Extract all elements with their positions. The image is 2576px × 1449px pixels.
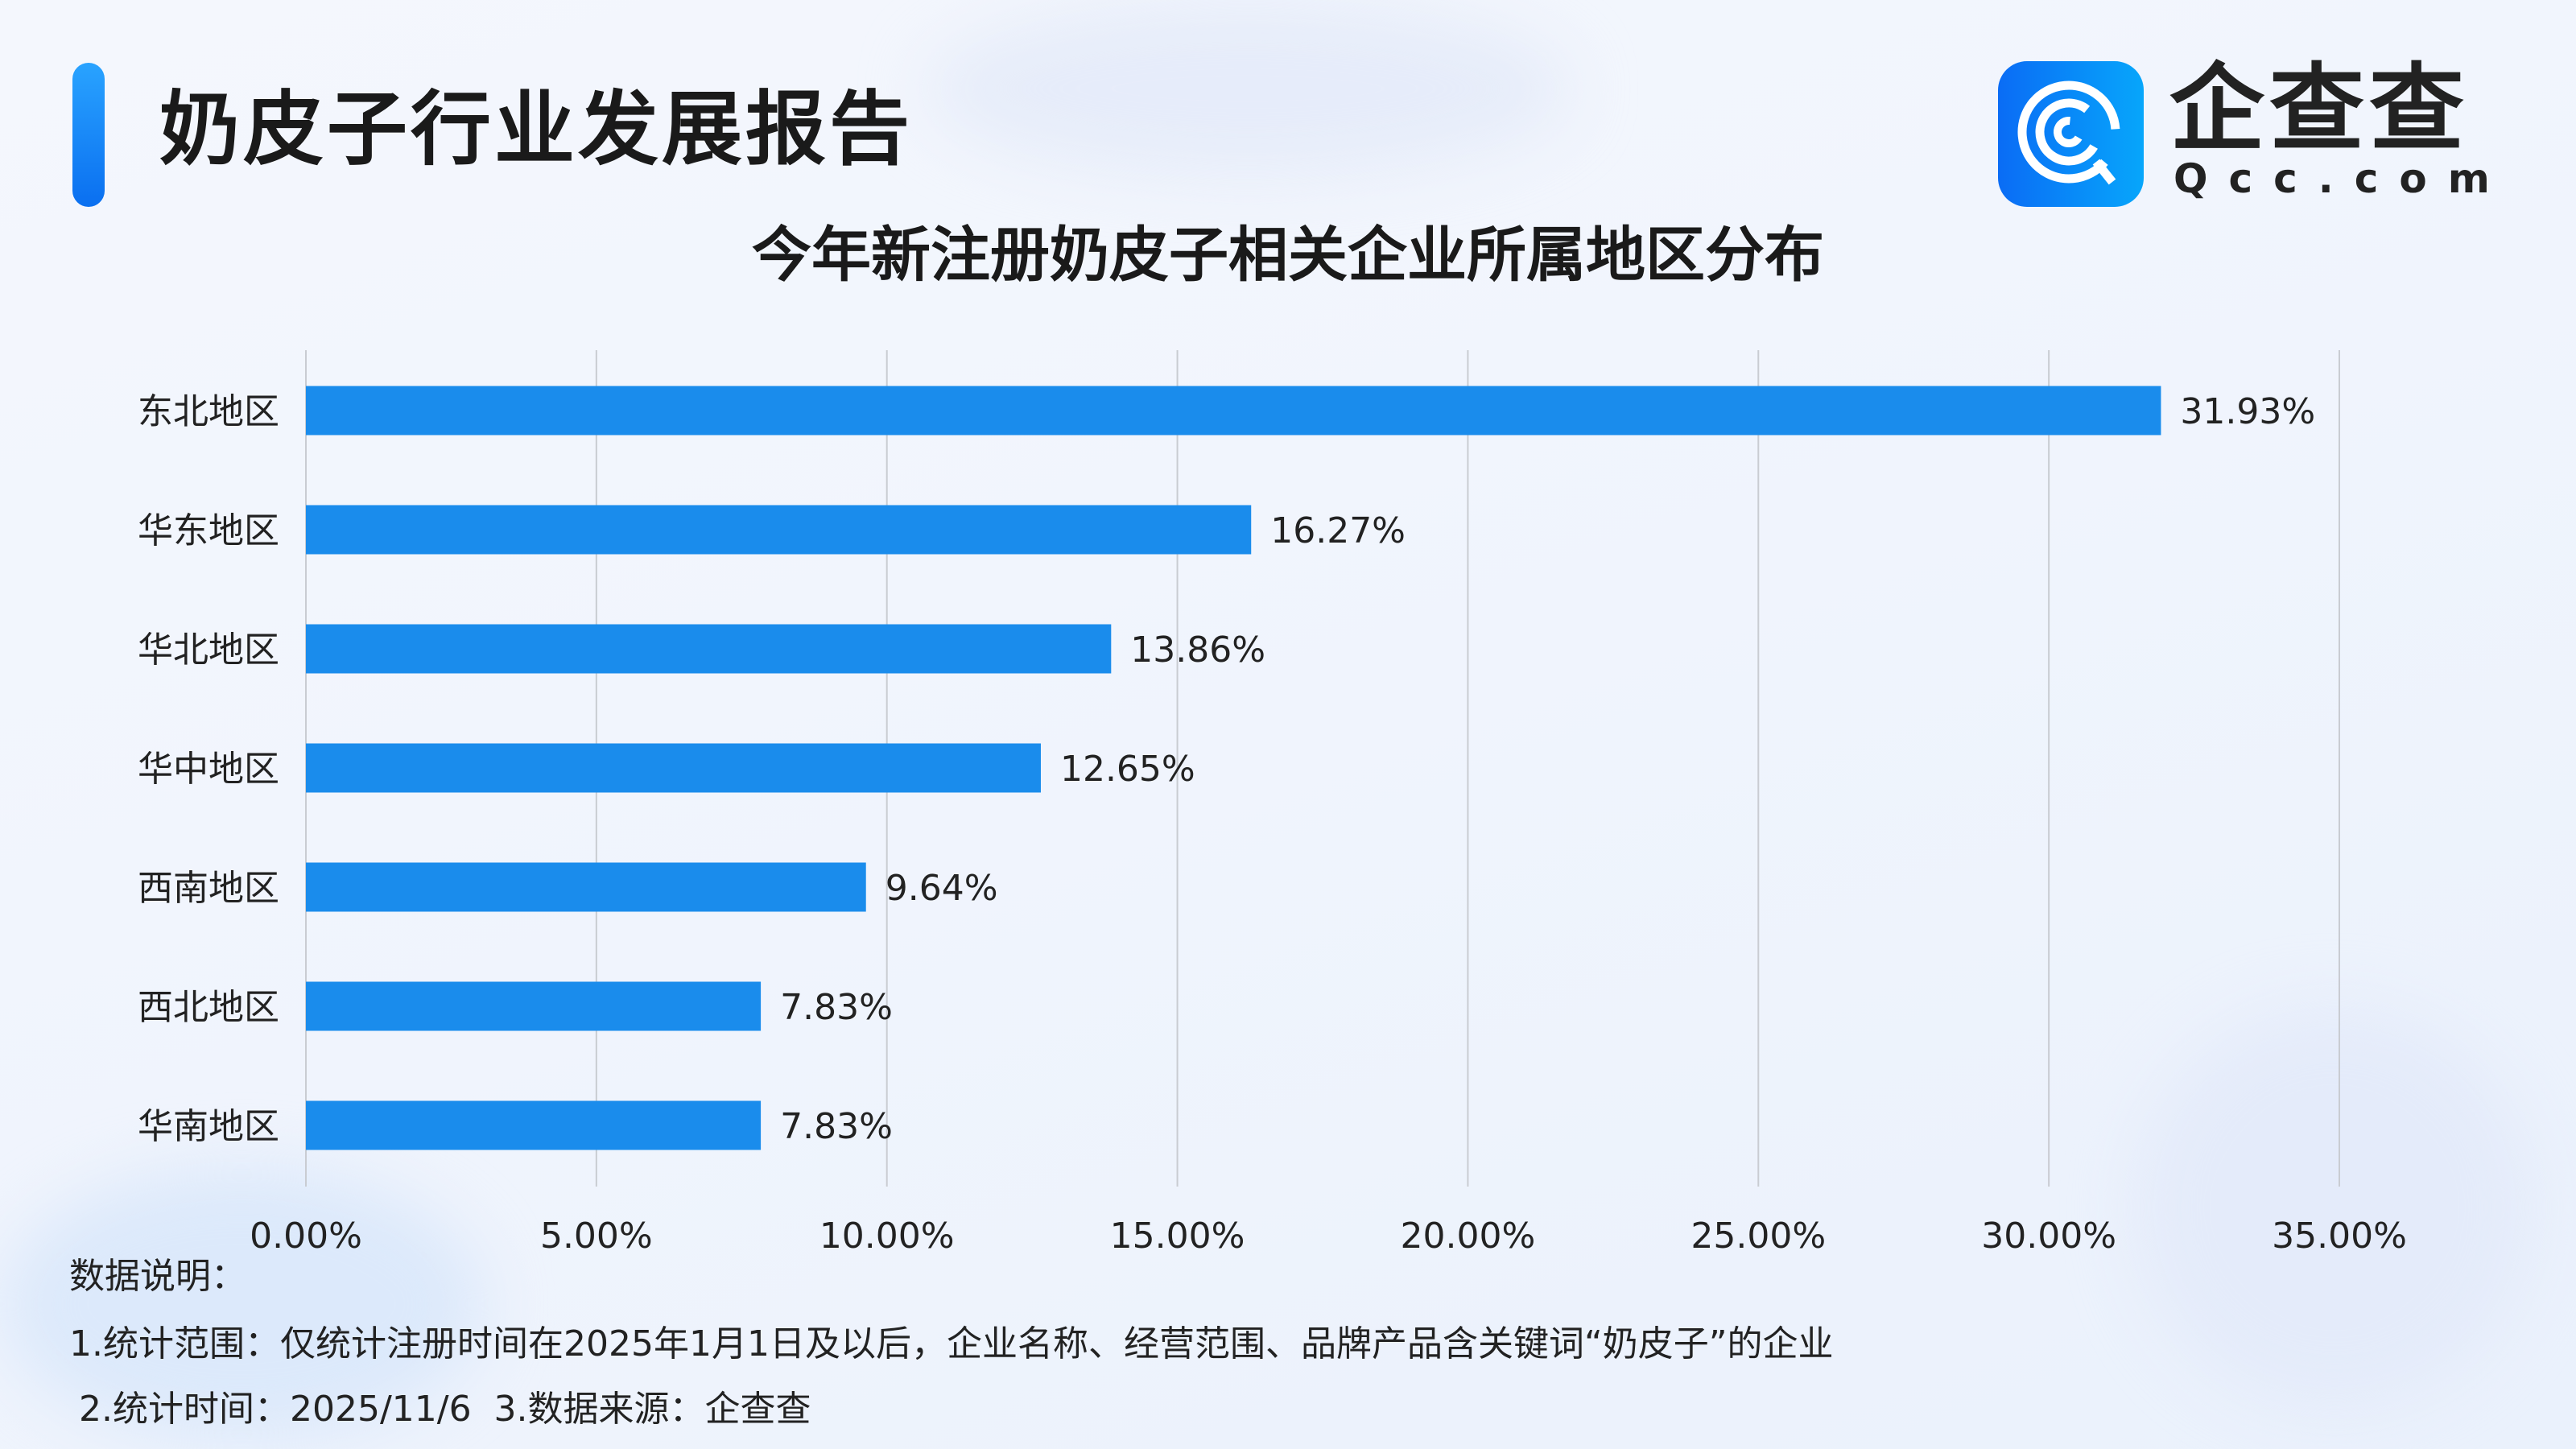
category-label: 西南地区 xyxy=(138,868,279,909)
qcc-logo-icon xyxy=(1998,61,2144,207)
page-title: 奶皮子行业发展报告 xyxy=(159,82,913,176)
category-label: 华北地区 xyxy=(138,630,279,671)
category-label: 西北地区 xyxy=(138,987,279,1028)
footer-note-source: 2.统计时间：2025/11/6 3.数据来源：企查查 xyxy=(79,1389,811,1430)
value-label: 16.27% xyxy=(1270,510,1406,551)
bar xyxy=(306,981,762,1031)
title-accent-bar xyxy=(72,63,105,207)
category-label: 华东地区 xyxy=(138,510,279,551)
x-tick-label: 20.00% xyxy=(1401,1216,1536,1257)
background-decoration xyxy=(0,1167,483,1441)
value-label: 31.93% xyxy=(2180,391,2315,432)
x-tick-label: 10.00% xyxy=(819,1216,955,1257)
value-label: 7.83% xyxy=(780,1106,893,1147)
x-tick-label: 15.00% xyxy=(1110,1216,1245,1257)
background-decoration xyxy=(2133,1006,2536,1409)
logo-domain: Qcc.com xyxy=(2174,155,2511,202)
bar xyxy=(306,743,1041,793)
value-label: 13.86% xyxy=(1130,630,1265,671)
bar xyxy=(306,386,2161,436)
background-decoration xyxy=(926,0,1570,177)
logo-wordmark: 企查查 xyxy=(2169,53,2470,164)
value-label: 7.83% xyxy=(780,987,893,1028)
x-tick-label: 30.00% xyxy=(1981,1216,2116,1257)
x-tick-label: 25.00% xyxy=(1690,1216,1826,1257)
bar xyxy=(306,862,866,912)
category-label: 东北地区 xyxy=(138,391,279,432)
footer-note-scope: 1.统计范围：仅统计注册时间在2025年1月1日及以后，企业名称、经营范围、品牌… xyxy=(69,1323,1834,1364)
value-label: 9.64% xyxy=(886,868,998,909)
x-tick-label: 35.00% xyxy=(2272,1216,2407,1257)
x-tick-label: 5.00% xyxy=(540,1216,653,1257)
category-label: 华中地区 xyxy=(138,749,279,790)
bar xyxy=(306,624,1112,674)
value-label: 12.65% xyxy=(1060,749,1195,790)
category-label: 华南地区 xyxy=(138,1106,279,1147)
chart-title: 今年新注册奶皮子相关企业所属地区分布 xyxy=(752,221,1824,290)
bar xyxy=(306,1100,762,1150)
bar xyxy=(306,505,1252,555)
footer-heading: 数据说明： xyxy=(69,1256,246,1297)
x-tick-label: 0.00% xyxy=(250,1216,362,1257)
